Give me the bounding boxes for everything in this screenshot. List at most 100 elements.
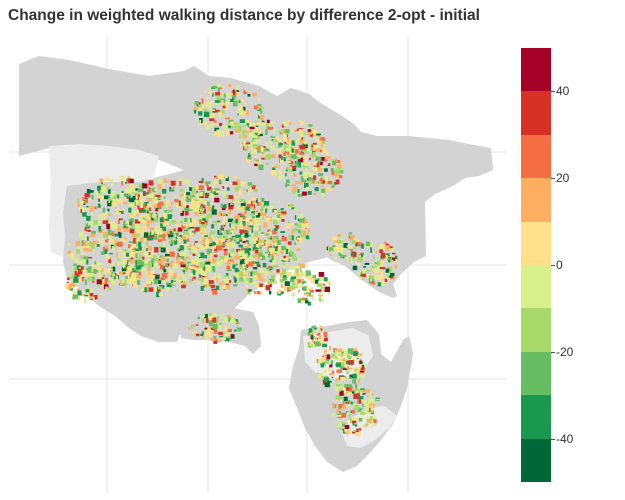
building-block — [195, 190, 198, 193]
building-block — [93, 220, 99, 225]
building-block — [123, 225, 129, 228]
building-block — [185, 256, 190, 260]
building-block — [216, 207, 219, 210]
building-block — [217, 230, 220, 234]
map-panel[interactable] — [9, 36, 507, 493]
building-block — [280, 208, 284, 211]
building-block — [304, 294, 309, 296]
building-block — [265, 154, 271, 160]
building-block — [315, 341, 320, 347]
building-block — [228, 259, 233, 262]
building-block — [271, 170, 277, 175]
building-block — [290, 154, 295, 160]
building-block — [111, 280, 117, 285]
building-block — [361, 271, 366, 278]
building-block — [246, 278, 250, 283]
building-block — [146, 223, 150, 227]
building-block — [289, 121, 292, 125]
building-block — [250, 248, 253, 253]
building-block — [148, 262, 153, 268]
building-block — [283, 264, 288, 266]
building-block — [237, 108, 244, 113]
building-block — [292, 166, 296, 170]
building-block — [279, 132, 283, 135]
building-block — [254, 236, 258, 239]
building-block — [109, 272, 112, 275]
building-block — [197, 210, 201, 214]
building-block — [269, 231, 271, 236]
building-block — [253, 291, 256, 294]
building-block — [311, 144, 314, 148]
building-block — [170, 280, 174, 284]
building-block — [183, 262, 189, 268]
building-block — [195, 258, 202, 264]
building-block — [219, 255, 225, 261]
building-block — [133, 202, 139, 207]
building-block — [148, 272, 150, 275]
building-block — [245, 142, 249, 147]
building-block — [243, 141, 246, 147]
building-block — [327, 281, 332, 285]
building-block — [349, 374, 355, 379]
building-block — [240, 203, 246, 208]
building-block — [100, 201, 104, 204]
building-block — [350, 257, 353, 263]
building-block — [385, 276, 388, 280]
building-block — [349, 386, 353, 392]
building-block — [385, 272, 391, 275]
building-block — [202, 217, 206, 222]
building-block — [341, 359, 347, 361]
building-block — [96, 244, 100, 247]
building-block — [231, 230, 235, 236]
building-block — [370, 278, 372, 282]
building-block — [301, 298, 306, 301]
building-block — [220, 213, 226, 216]
building-block — [135, 200, 139, 205]
building-block — [365, 241, 370, 247]
building-block — [300, 181, 303, 185]
building-block — [255, 284, 260, 288]
building-block — [89, 208, 94, 212]
building-block — [236, 327, 242, 331]
building-block — [144, 216, 147, 219]
building-block — [379, 280, 385, 286]
building-block — [375, 274, 378, 280]
building-block — [233, 225, 236, 230]
chart-title: Change in weighted walking distance by d… — [8, 7, 480, 24]
building-block — [195, 201, 201, 206]
building-block — [181, 224, 185, 230]
building-block — [165, 222, 170, 225]
building-block — [130, 264, 133, 267]
building-block — [153, 203, 158, 208]
building-block — [246, 140, 250, 143]
building-block — [193, 267, 199, 270]
building-block — [146, 255, 151, 258]
building-block — [392, 255, 395, 258]
building-block — [244, 225, 246, 230]
building-block — [360, 253, 363, 258]
building-block — [163, 223, 166, 227]
building-block — [228, 316, 231, 322]
building-block — [105, 244, 109, 249]
building-block — [88, 198, 92, 201]
building-block — [281, 211, 287, 215]
building-block — [142, 256, 145, 260]
building-block — [239, 139, 242, 141]
building-block — [99, 280, 106, 284]
building-block — [109, 261, 115, 266]
building-block — [213, 339, 218, 344]
building-block — [234, 321, 238, 324]
building-block — [118, 250, 123, 252]
building-block — [238, 190, 242, 195]
building-block — [170, 180, 176, 186]
building-block — [253, 217, 257, 224]
building-block — [274, 251, 281, 253]
building-block — [202, 318, 205, 323]
building-block — [306, 148, 311, 152]
building-block — [117, 255, 121, 258]
building-block — [238, 271, 243, 277]
building-block — [236, 221, 240, 225]
building-block — [221, 227, 224, 231]
building-block — [259, 216, 262, 222]
building-block — [243, 106, 246, 111]
